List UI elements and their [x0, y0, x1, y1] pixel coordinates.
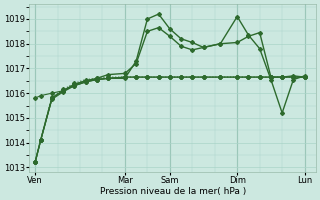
X-axis label: Pression niveau de la mer( hPa ): Pression niveau de la mer( hPa ) — [100, 187, 246, 196]
